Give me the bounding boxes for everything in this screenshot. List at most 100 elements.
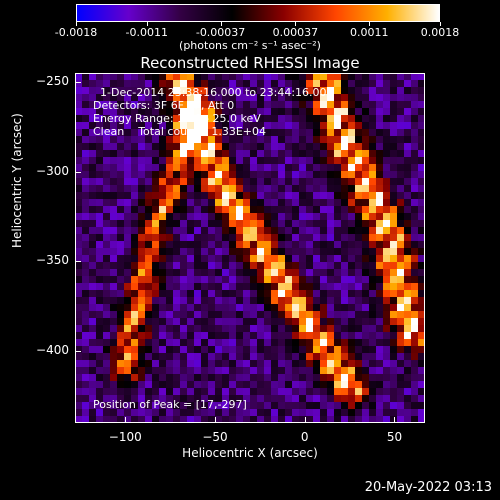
heatmap-cell [138, 374, 146, 382]
heatmap-cell [236, 129, 244, 137]
heatmap-cell [229, 136, 237, 144]
heatmap-cell [124, 311, 132, 319]
heatmap-cell [397, 346, 405, 354]
heatmap-cell [159, 332, 167, 340]
heatmap-cell [390, 325, 398, 333]
heatmap-cell [404, 115, 412, 123]
heatmap-cell [117, 416, 125, 423]
heatmap-cell [222, 143, 230, 151]
heatmap-cell [313, 143, 321, 151]
heatmap-cell [166, 416, 174, 423]
heatmap-cell [355, 108, 363, 116]
heatmap-cell [292, 283, 300, 291]
heatmap-cell [376, 374, 384, 382]
heatmap-cell [327, 395, 335, 403]
heatmap-cell [264, 108, 272, 116]
heatmap-cell [117, 318, 125, 326]
heatmap-cell [201, 269, 209, 277]
heatmap-cell [390, 276, 398, 284]
heatmap-cell [404, 409, 412, 417]
heatmap-cell [334, 185, 342, 193]
heatmap-cell [285, 115, 293, 123]
heatmap-cell [222, 269, 230, 277]
heatmap-cell [362, 409, 370, 417]
heatmap-cell [243, 325, 251, 333]
heatmap-cell [278, 192, 286, 200]
heatmap-cell [257, 325, 265, 333]
heatmap-cell [355, 332, 363, 340]
heatmap-cell [418, 220, 425, 228]
heatmap-cell [397, 206, 405, 214]
heatmap-cell [82, 360, 90, 368]
heatmap-cell [243, 269, 251, 277]
heatmap-cell [173, 157, 181, 165]
heatmap-cell [89, 227, 97, 235]
heatmap-cell [383, 332, 391, 340]
heatmap-cell [145, 346, 153, 354]
heatmap-cell [348, 101, 356, 109]
heatmap-cell [173, 87, 181, 95]
heatmap-cell [348, 367, 356, 375]
heatmap-cell [257, 283, 265, 291]
heatmap-cell [89, 374, 97, 382]
heatmap-cell [201, 150, 209, 158]
heatmap-cell [229, 255, 237, 263]
heatmap-cell [383, 395, 391, 403]
heatmap-cell [201, 241, 209, 249]
heatmap-cell [208, 290, 216, 298]
heatmap-cell [411, 80, 419, 88]
heatmap-cell [348, 234, 356, 242]
heatmap-cell [278, 325, 286, 333]
heatmap-cell [362, 129, 370, 137]
heatmap-cell [327, 80, 335, 88]
heatmap-cell [313, 227, 321, 235]
heatmap-cell [215, 367, 223, 375]
heatmap-cell [89, 318, 97, 326]
heatmap-cell [96, 234, 104, 242]
heatmap-cell [201, 164, 209, 172]
heatmap-cell [96, 339, 104, 347]
heatmap-cell [299, 297, 307, 305]
heatmap-cell [341, 325, 349, 333]
heatmap-cell [390, 409, 398, 417]
heatmap-cell [103, 94, 111, 102]
heatmap-cell [103, 101, 111, 109]
heatmap-cell [369, 262, 377, 270]
heatmap-cell [285, 129, 293, 137]
heatmap-cell [159, 381, 167, 389]
heatmap-cell [180, 234, 188, 242]
heatmap-cell [355, 101, 363, 109]
heatmap-cell [243, 402, 251, 410]
heatmap-cell [110, 360, 118, 368]
heatmap-cell [89, 157, 97, 165]
heatmap-cell [215, 122, 223, 130]
heatmap-cell [194, 101, 202, 109]
heatmap-cell [82, 409, 90, 417]
heatmap-cell [313, 178, 321, 186]
heatmap-cell [320, 199, 328, 207]
heatmap-cell [376, 325, 384, 333]
heatmap-cell [173, 255, 181, 263]
heatmap-cell [250, 360, 258, 368]
heatmap-cell [278, 290, 286, 298]
heatmap-cell [103, 290, 111, 298]
heatmap-cell [285, 213, 293, 221]
heatmap-cell [159, 395, 167, 403]
heatmap-cell [404, 157, 412, 165]
heatmap-cell [138, 269, 146, 277]
heatmap-cell [222, 157, 230, 165]
heatmap-cell [376, 178, 384, 186]
heatmap-cell [166, 339, 174, 347]
heatmap-cell [243, 108, 251, 116]
heatmap-cell [278, 220, 286, 228]
heatmap-cell [166, 353, 174, 361]
heatmap-cell [166, 395, 174, 403]
heatmap-cell [376, 318, 384, 326]
heatmap-cell [320, 262, 328, 270]
heatmap-cell [341, 276, 349, 284]
heatmap-cell [362, 318, 370, 326]
heatmap-cell [264, 199, 272, 207]
heatmap-cell [173, 388, 181, 396]
heatmap-cell [131, 409, 139, 417]
heatmap-cell [208, 94, 216, 102]
